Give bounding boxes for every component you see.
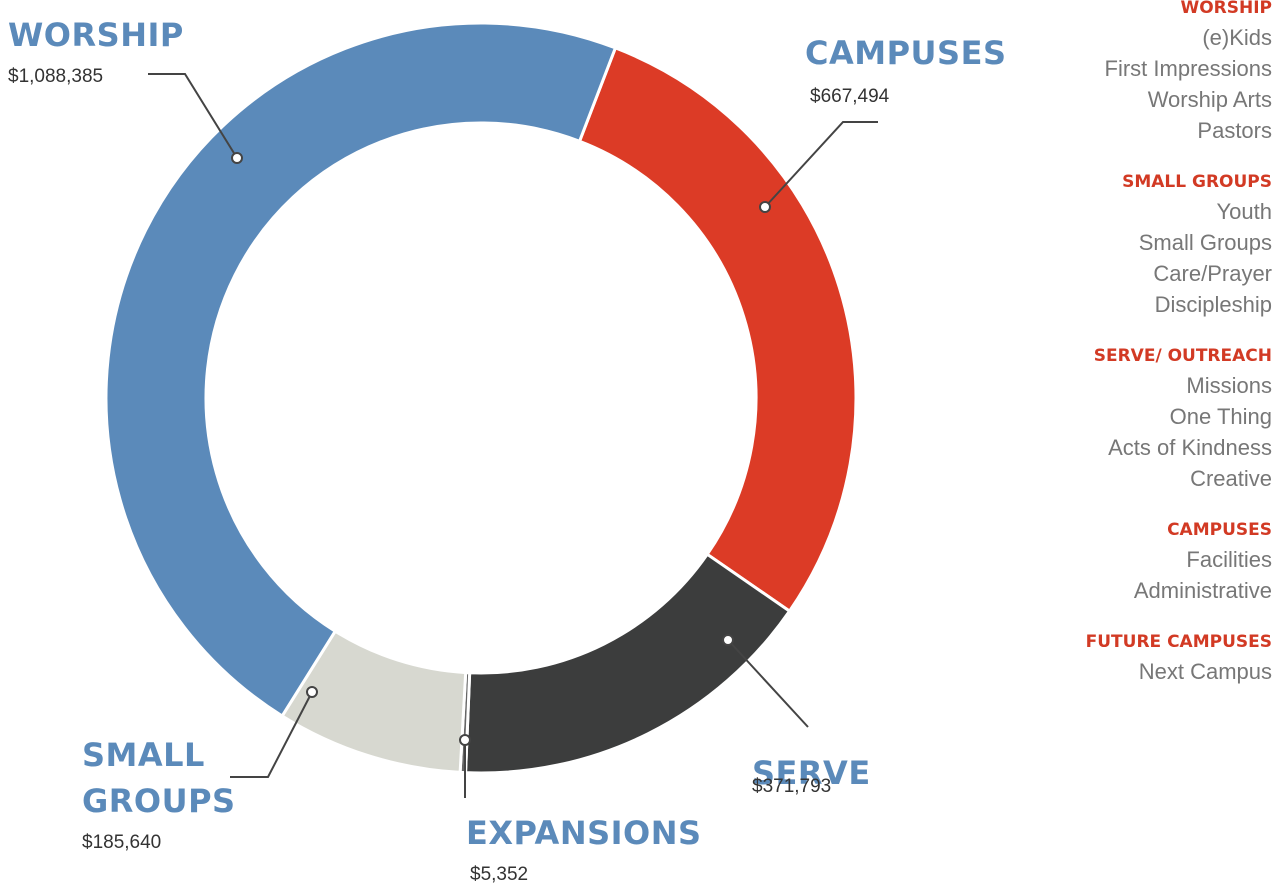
legend-item: Worship Arts [1147, 87, 1272, 112]
segment-label: CAMPUSES [805, 34, 1007, 72]
donut-segment [463, 552, 792, 775]
value-label: $667,494 [810, 86, 890, 107]
legend-heading: WORSHIP [1180, 0, 1272, 18]
legend-heading: SERVE/ OUTREACH [1093, 346, 1272, 366]
value-label: $371,793 [752, 776, 832, 797]
legend-item: Administrative [1133, 578, 1272, 603]
legend-item: Facilities [1186, 547, 1272, 572]
legend-item: Missions [1186, 373, 1272, 398]
legend-item: Acts of Kindness [1108, 435, 1272, 460]
value-label: $1,088,385 [8, 66, 104, 87]
leader-dot [306, 686, 318, 698]
segment-label: SMALL GROUPS [82, 736, 236, 820]
legend-item: Discipleship [1154, 292, 1272, 317]
legend-item: Next Campus [1138, 659, 1272, 684]
legend-heading: CAMPUSES [1167, 520, 1272, 540]
legend-item: Pastors [1197, 118, 1272, 143]
leader-line [727, 639, 809, 728]
leader-dot [231, 152, 243, 164]
segment-label: SERVE [752, 754, 871, 792]
value-label: $5,352 [470, 864, 529, 885]
leaders [148, 73, 878, 798]
segment-label: WORSHIP [8, 16, 184, 54]
legend: WORSHIP (e)Kids First Impressions Worship A… [1086, 0, 1272, 687]
value-label: $185,640 [82, 832, 162, 853]
legend-item: One Thing [1169, 404, 1272, 429]
donut-segment [104, 21, 618, 719]
legend-item: Youth [1216, 199, 1272, 224]
legend-heading: SMALL GROUPS [1122, 172, 1272, 192]
segment-label: EXPANSIONS [466, 814, 702, 852]
leader-line [230, 691, 313, 778]
leader-line [148, 73, 238, 159]
leader-line [764, 121, 878, 208]
legend-item: Small Groups [1138, 230, 1272, 255]
legend-item: Care/Prayer [1153, 261, 1272, 286]
legend-item: First Impressions [1104, 56, 1272, 81]
legend-item: (e)Kids [1202, 25, 1272, 50]
donut-segment [577, 45, 858, 614]
leader-dot [459, 734, 471, 746]
leader-dot [759, 201, 771, 213]
leader-dot [722, 634, 734, 646]
leader-dots [231, 152, 771, 746]
legend-heading: FUTURE CAMPUSES [1085, 632, 1272, 652]
legend-item: Creative [1190, 466, 1272, 491]
